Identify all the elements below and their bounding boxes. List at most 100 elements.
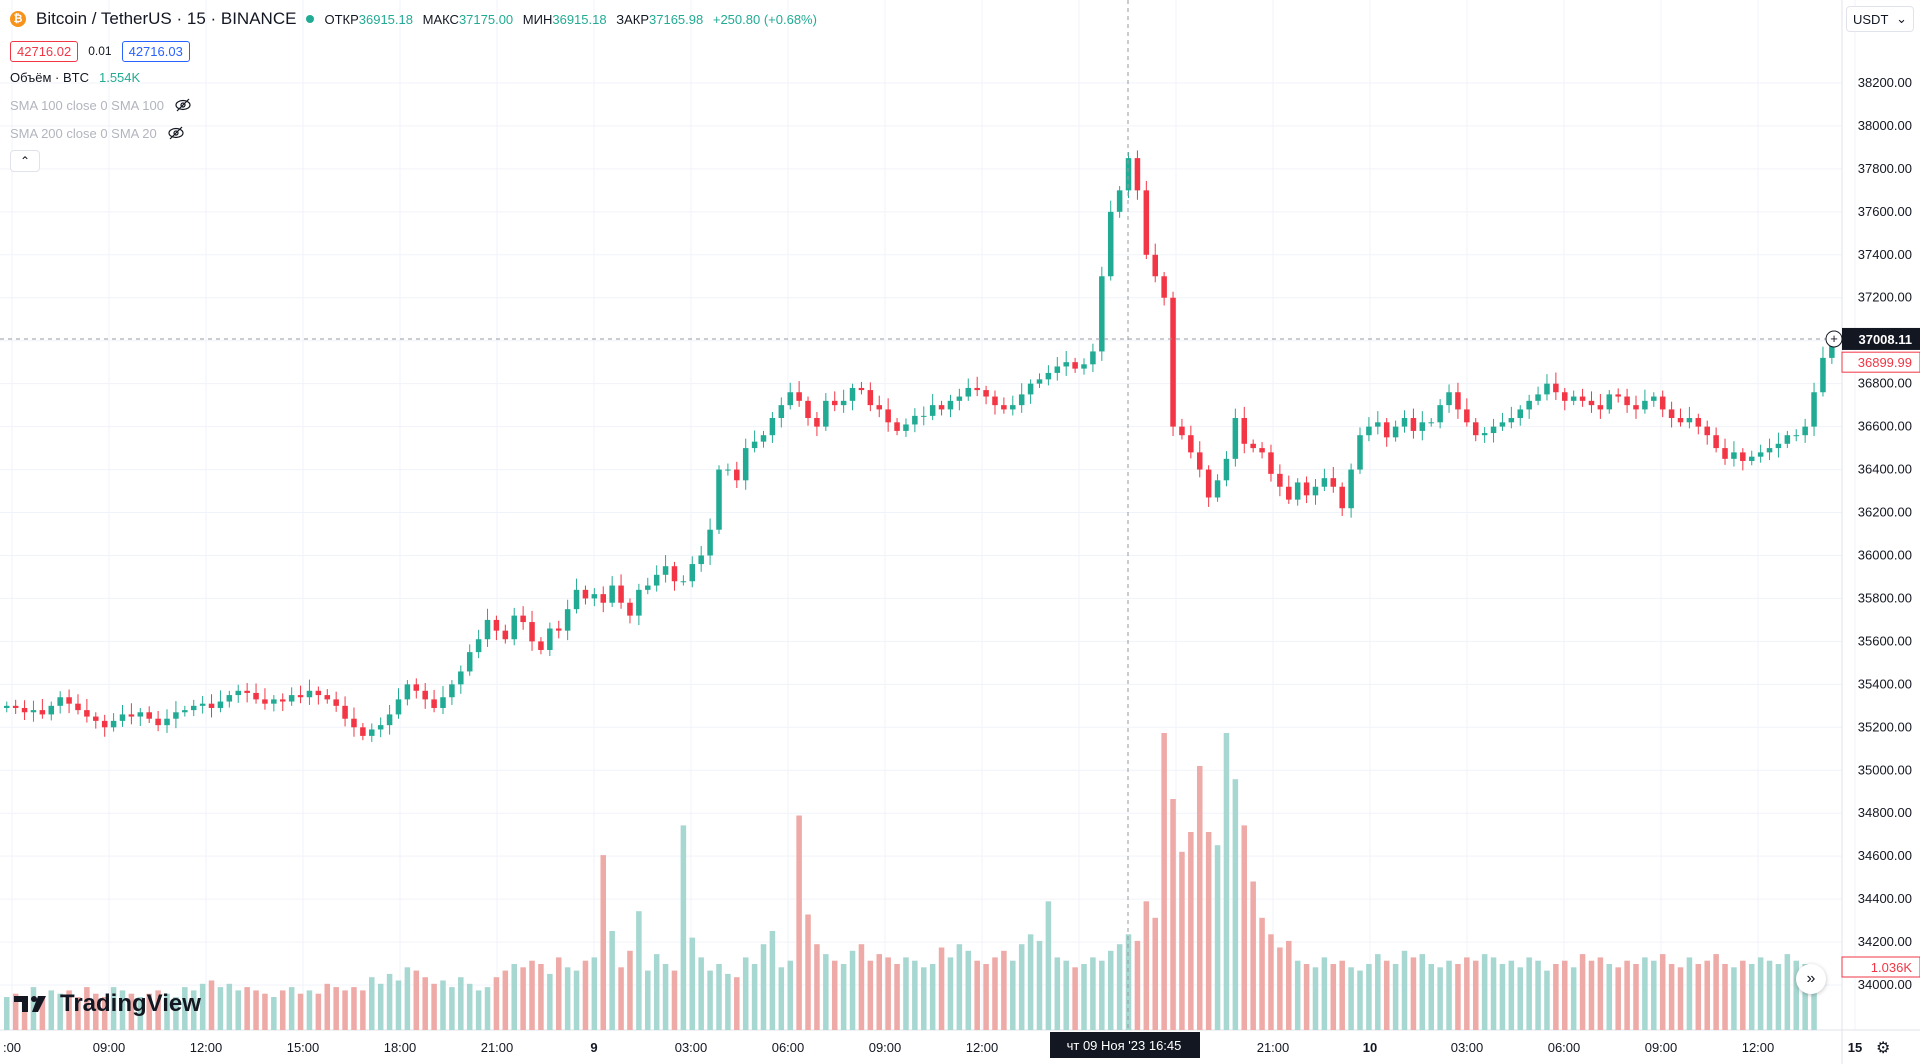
volume-bar (1526, 957, 1532, 1030)
scroll-to-realtime-button[interactable]: » (1796, 964, 1826, 994)
candle-body (475, 639, 482, 653)
y-tick-label: 35800.00 (1858, 590, 1912, 605)
y-tick-label: 35600.00 (1858, 633, 1912, 648)
candle-body (440, 697, 446, 708)
x-tick-label: 12:00 (1742, 1040, 1775, 1055)
volume-bar (1116, 944, 1123, 1030)
candle-body (1544, 383, 1550, 395)
candle-body (377, 725, 384, 730)
volume-bar (591, 957, 598, 1030)
volume-marker-box (1841, 956, 1920, 978)
y-tick-label: 37200.00 (1858, 290, 1912, 305)
candle-body (1143, 190, 1150, 255)
volume-bar (1677, 967, 1684, 1030)
candle-body (1081, 364, 1087, 369)
volume-bar (1668, 964, 1675, 1030)
candle-body (1312, 486, 1319, 496)
volume-bar (1090, 957, 1096, 1030)
add-alert-icon[interactable] (1825, 330, 1843, 348)
candle-body (413, 684, 420, 691)
eye-hidden-icon[interactable] (167, 126, 185, 140)
candle-body (600, 594, 607, 603)
x-tick-label: 10 (1363, 1040, 1377, 1055)
volume-bar (466, 983, 473, 1030)
candle-body (1241, 418, 1248, 444)
buy-button[interactable]: 42716.03 (121, 40, 190, 62)
volume-bar (217, 987, 224, 1030)
candle-body (279, 699, 286, 702)
eye-hidden-icon[interactable] (174, 98, 192, 112)
volume-legend[interactable]: Объём · BTC 1.554K (10, 66, 823, 88)
volume-bar (645, 970, 651, 1030)
sma-100-legend[interactable]: SMA 100 close 0 SMA 100 (10, 94, 823, 116)
candle-body (262, 699, 268, 704)
volume-bar (21, 1000, 28, 1030)
volume-bar (1027, 934, 1034, 1030)
volume-bar (1615, 967, 1621, 1030)
y-tick-label: 34000.00 (1858, 977, 1912, 992)
candle-body (1401, 418, 1408, 427)
volume-bar (653, 954, 660, 1030)
ohlc-low-value: 36915.18 (552, 11, 607, 27)
candle-body (1303, 482, 1310, 496)
candle-body (1659, 396, 1666, 410)
volume-bar (422, 977, 428, 1030)
candle-body (1205, 469, 1212, 498)
candle-body (93, 716, 99, 721)
volume-bar (333, 987, 339, 1030)
tradingview-logo[interactable]: TradingView (14, 990, 201, 1018)
candle-body (538, 641, 544, 650)
volume-bar (849, 950, 856, 1030)
gear-icon[interactable]: ⚙ (1876, 1040, 1891, 1057)
volume-bar (484, 987, 491, 1030)
add-alert-plus-icon[interactable]: + (1830, 331, 1838, 346)
currency-select[interactable]: USDT ⌄ (1846, 6, 1914, 32)
candle-body (271, 699, 277, 704)
volume-bar (75, 997, 81, 1030)
candle-body (760, 435, 767, 442)
volume-bar (1704, 960, 1710, 1030)
volume-bar (734, 977, 740, 1030)
candle-body (1535, 394, 1541, 401)
ohlc-close-label: ЗАКР (616, 11, 649, 27)
volume-bar (1490, 957, 1497, 1030)
candle-body (929, 405, 936, 416)
collapse-row: ⌃ (10, 150, 823, 172)
candle-body (1392, 426, 1399, 438)
ohlc-open-value: 36915.18 (358, 11, 413, 27)
sma-200-legend[interactable]: SMA 200 close 0 SMA 20 (10, 122, 823, 144)
symbol-title[interactable]: Bitcoin / TetherUS · 15 · BINANCE (36, 9, 297, 28)
candle-body (12, 705, 19, 708)
volume-bar (297, 993, 304, 1030)
candle-body (1704, 426, 1710, 436)
candle-body (529, 622, 535, 642)
collapse-legend-button[interactable]: ⌃ (10, 150, 40, 172)
candle-body (1179, 426, 1185, 436)
candle-body (1829, 338, 1835, 358)
candle-body (983, 390, 989, 397)
volume-bar (404, 967, 411, 1030)
volume-bar (360, 990, 366, 1030)
volume-bar (529, 960, 535, 1030)
volume-bar (1419, 954, 1426, 1030)
candle-body (1695, 418, 1702, 427)
candle-body (315, 690, 322, 696)
candle-body (831, 400, 838, 406)
candle-body (217, 701, 224, 708)
ohlc-high-value: 37175.00 (458, 11, 514, 27)
candle-body (725, 469, 731, 471)
candle-body (342, 705, 348, 719)
volume-bar (840, 964, 847, 1030)
volume-bar (751, 964, 758, 1030)
volume-label: Объём · BTC (10, 69, 89, 85)
volume-bar (458, 977, 464, 1030)
candle-body (511, 615, 517, 640)
candle-body (1553, 383, 1559, 393)
volume-bar (1081, 964, 1087, 1030)
volume-bar (351, 987, 357, 1030)
ohlc-change: +250.80 (+0.68%) (712, 11, 817, 27)
sell-button[interactable]: 42716.02 (10, 40, 79, 62)
candle-body (805, 400, 811, 419)
